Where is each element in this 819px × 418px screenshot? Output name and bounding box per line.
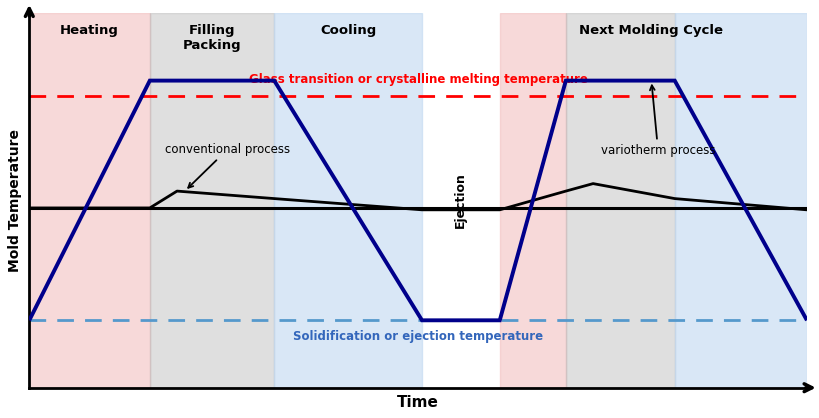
Text: Filling
Packing: Filling Packing (183, 24, 241, 52)
Bar (150, 13, 274, 388)
X-axis label: Time: Time (396, 395, 438, 410)
Text: variotherm process: variotherm process (600, 85, 714, 157)
Bar (499, 13, 565, 388)
Bar (565, 13, 674, 388)
Bar (29, 13, 150, 388)
Y-axis label: Mold Temperature: Mold Temperature (8, 129, 22, 272)
Bar (674, 13, 806, 388)
Text: Heating: Heating (60, 24, 119, 38)
Text: Next Molding Cycle: Next Molding Cycle (579, 24, 722, 38)
Text: conventional process: conventional process (165, 143, 290, 188)
Text: Glass transition or crystalline melting temperature: Glass transition or crystalline melting … (248, 73, 587, 86)
Text: Solidification or ejection temperature: Solidification or ejection temperature (292, 330, 542, 343)
Bar (274, 13, 422, 388)
Text: Cooling: Cooling (319, 24, 376, 38)
Text: Ejection: Ejection (454, 173, 467, 228)
